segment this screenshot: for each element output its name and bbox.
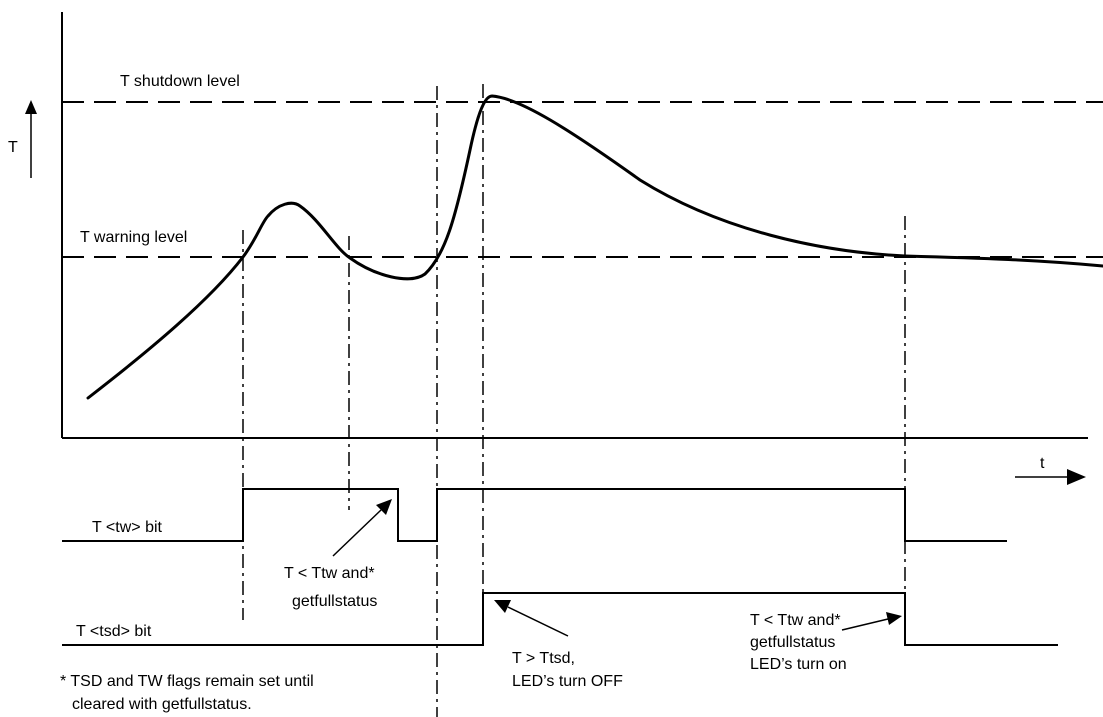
y-axis-arrow: [25, 100, 37, 178]
tw-bit-signal: [62, 488, 1007, 542]
tsd-set-text-line1: T > Ttsd,: [512, 650, 575, 667]
tsd-clear-annotation: T < Ttw and* getfullstatus LED’s turn on: [750, 612, 902, 673]
tsd-set-annotation: T > Ttsd, LED’s turn OFF: [494, 600, 623, 690]
tw-bit-label: T <tw> bit: [92, 519, 163, 536]
tw-clear-arrow-shaft: [332, 509, 382, 557]
temperature-curve: [86, 94, 1103, 400]
y-axis-label: T: [8, 139, 18, 156]
event-markers: [242, 84, 906, 717]
tw-clear-text-line2: getfullstatus: [292, 593, 377, 610]
tw-clear-annotation: T < Ttw and* getfullstatus: [284, 499, 392, 610]
tsd-bit-signal: [62, 592, 1058, 646]
tsd-clear-arrow-head: [886, 612, 902, 625]
tsd-set-arrow-shaft: [507, 606, 569, 637]
tsd-clear-text-line1: T < Ttw and*: [750, 612, 841, 629]
tw-clear-text-line1: T < Ttw and*: [284, 565, 375, 582]
temperature-plot-axes: [61, 12, 1088, 439]
warning-level-label: T warning level: [80, 229, 187, 246]
shutdown-level-label: T shutdown level: [120, 73, 240, 90]
tsd-set-text-line2: LED’s turn OFF: [512, 673, 623, 690]
y-axis-arrow-head: [25, 100, 37, 114]
tsd-clear-arrow-shaft: [841, 618, 889, 631]
footnote-line1: * TSD and TW flags remain set until: [60, 673, 314, 690]
x-axis-arrow-head: [1067, 469, 1086, 485]
footnote-line2: cleared with getfullstatus.: [72, 696, 252, 713]
x-axis-label: t: [1040, 455, 1045, 472]
tsd-clear-text-line3: LED’s turn on: [750, 656, 847, 673]
tw-clear-arrow-head: [376, 499, 392, 515]
x-axis-arrow: [1015, 469, 1086, 485]
tsd-clear-text-line2: getfullstatus: [750, 634, 835, 651]
tsd-set-arrow-head: [494, 600, 511, 613]
tsd-bit-label: T <tsd> bit: [76, 623, 152, 640]
